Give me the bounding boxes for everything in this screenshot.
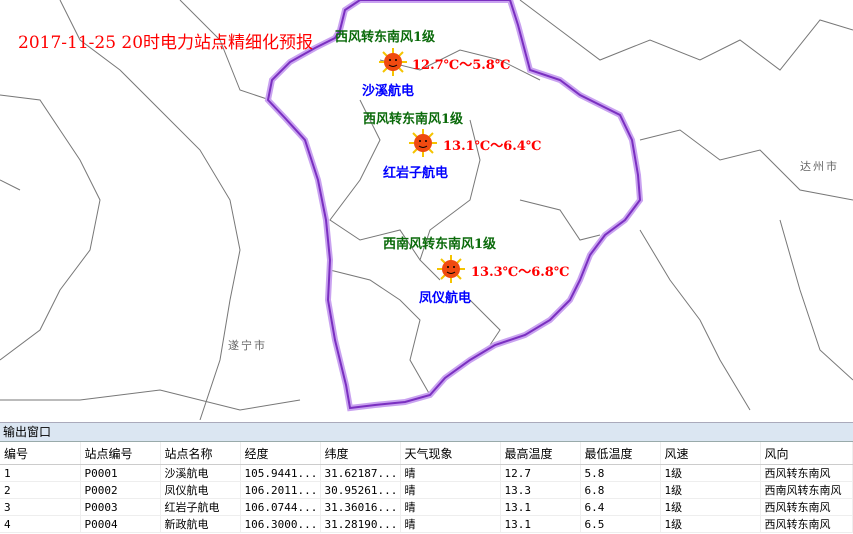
temperature-label: 12.7℃～5.8℃ [412,58,511,73]
table-cell: P0001 [80,464,161,482]
table-cell: 106.2011... [240,481,321,499]
column-header[interactable]: 编号 [0,442,81,465]
column-header[interactable]: 风速 [660,442,761,465]
table-cell: 6.4 [580,498,661,516]
table-cell: 沙溪航电 [160,464,241,482]
table-cell: 西南风转东南风 [760,481,853,499]
table-cell: 1 [0,464,81,482]
table-cell: 新政航电 [160,515,241,533]
table-cell: 3 [0,498,81,516]
column-header[interactable]: 纬度 [320,442,401,465]
table-cell: 凤仪航电 [160,481,241,499]
sun-icon [409,129,437,157]
table-cell: 晴 [400,481,501,499]
table-row[interactable]: 2 P0002 凤仪航电 106.2011... 30.95261... 晴 13.3 6.8… [0,481,853,499]
column-header[interactable]: 站点编号 [80,442,161,465]
map-canvas[interactable] [0,0,853,420]
table-cell: 31.62187... [320,464,401,482]
table-cell: 31.28190... [320,515,401,533]
table-cell: 西风转东南风 [760,498,853,516]
table-cell: 106.3000... [240,515,321,533]
table-cell: 6.8 [580,481,661,499]
table-cell: 105.9441... [240,464,321,482]
column-header[interactable]: 站点名称 [160,442,241,465]
column-header[interactable]: 风向 [760,442,853,465]
column-header[interactable]: 最高温度 [500,442,581,465]
table-cell: 1级 [660,515,761,533]
wind-label: 西南风转东南风1级 [383,237,497,252]
station-name: 沙溪航电 [362,84,415,99]
table-cell: 13.1 [500,498,581,516]
table-cell: 2 [0,481,81,499]
table-cell: 106.0744... [240,498,321,516]
map-title: 2017-11-25 20时电力站点精细化预报 [18,33,314,53]
table-row[interactable]: 4 P0004 新政航电 106.3000... 31.28190... 晴 13.1 6.5… [0,515,853,533]
table-row[interactable]: 1 P0001 沙溪航电 105.9441... 31.62187... 晴 12.7 5.8… [0,464,853,482]
table-cell: P0003 [80,498,161,516]
table-cell: 30.95261... [320,481,401,499]
temperature-label: 13.3℃～6.8℃ [471,265,570,280]
column-header[interactable]: 天气现象 [400,442,501,465]
wind-label: 西风转东南风1级 [335,30,436,45]
sun-icon [379,48,407,76]
table-cell: 1级 [660,464,761,482]
column-header[interactable]: 最低温度 [580,442,661,465]
table-cell: 1级 [660,498,761,516]
output-table: 编号 站点编号 站点名称 经度 纬度 天气现象 最高温度 最低温度 风速 风向 1 P0001 沙溪航… [0,442,853,533]
table-cell: 1级 [660,481,761,499]
temperature-label: 13.1℃～6.4℃ [443,139,542,154]
table-cell: 31.36016... [320,498,401,516]
table-cell: 13.1 [500,515,581,533]
table-cell: 西风转东南风 [760,515,853,533]
output-window: 输出窗口 编号 站点编号 站点名称 经度 纬度 天气现象 最高温度 最低温度 风速 风向 1 P00… [0,422,853,534]
table-cell: 6.5 [580,515,661,533]
column-header[interactable]: 经度 [240,442,321,465]
station-name: 凤仪航电 [419,291,472,306]
sun-icon [437,255,465,283]
table-cell: 晴 [400,498,501,516]
table-cell: 4 [0,515,81,533]
output-window-title: 输出窗口 [0,423,853,442]
table-cell: 5.8 [580,464,661,482]
table-cell: 西风转东南风 [760,464,853,482]
city-label: 遂宁市 [228,339,267,352]
city-label: 达州市 [800,160,839,173]
table-cell: 12.7 [500,464,581,482]
table-cell: 晴 [400,464,501,482]
table-cell: 红岩子航电 [160,498,241,516]
station-name: 红岩子航电 [383,166,449,181]
table-cell: P0004 [80,515,161,533]
table-cell: P0002 [80,481,161,499]
wind-label: 西风转东南风1级 [363,112,464,127]
county-borders [0,0,853,420]
table-cell: 晴 [400,515,501,533]
table-cell: 13.3 [500,481,581,499]
table-row[interactable]: 3 P0003 红岩子航电 106.0744... 31.36016... 晴 13.1 6.… [0,498,853,516]
